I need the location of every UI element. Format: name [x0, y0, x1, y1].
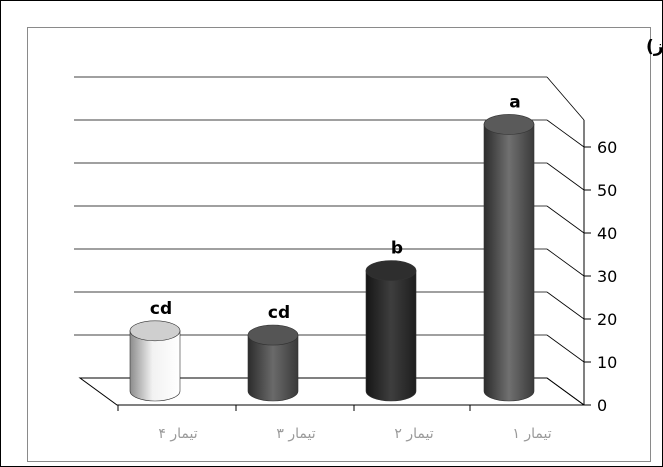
x-tick-label: تیمار ۳ [276, 426, 315, 442]
data-label: cd [268, 303, 290, 323]
data-label: b [391, 239, 403, 259]
y-tick-label: 20 [597, 310, 617, 329]
bars [129, 114, 535, 402]
labels: 0 10 20 30 40 50 60 cd تیمار ۴ cd تیمار ۳ b تیمار ۲ a… [150, 92, 617, 442]
bar-top [365, 260, 417, 281]
bar-body [247, 334, 299, 402]
y-tick-label: 40 [597, 224, 617, 243]
bar-2 [247, 324, 299, 402]
y-tick-label: 60 [597, 138, 617, 157]
chart-title: مدت درما ن (روز) [646, 37, 663, 57]
bar-body [365, 270, 417, 402]
bar-top [129, 320, 181, 342]
bar-1 [129, 320, 181, 402]
chart-panel [27, 27, 651, 462]
bar-4 [483, 114, 535, 402]
gridline-diagonal [546, 76, 585, 121]
y-tick-label: 30 [597, 267, 617, 286]
bar-body [483, 124, 535, 402]
gridline-diagonal [546, 205, 585, 234]
gridline-diagonal [546, 334, 585, 363]
y-tick-label: 50 [597, 181, 617, 200]
x-tick-label: تیمار ۱ [512, 426, 551, 442]
y-tick-label: 0 [597, 396, 607, 415]
x-tick-label: تیمار ۲ [394, 426, 433, 442]
bar-top [483, 114, 535, 135]
x-tick-label: تیمار ۴ [158, 426, 197, 442]
gridline-diagonal [546, 162, 585, 191]
y-tick-label: 10 [597, 353, 617, 372]
gridline-diagonal [546, 119, 585, 148]
bar-body [129, 330, 181, 402]
data-label: a [509, 92, 520, 112]
gridline-diagonal [546, 291, 585, 320]
bar-3 [365, 260, 417, 402]
data-label: cd [150, 299, 172, 319]
bar-top [247, 324, 299, 346]
gridlines [74, 76, 585, 406]
gridline-diagonal [546, 248, 585, 277]
